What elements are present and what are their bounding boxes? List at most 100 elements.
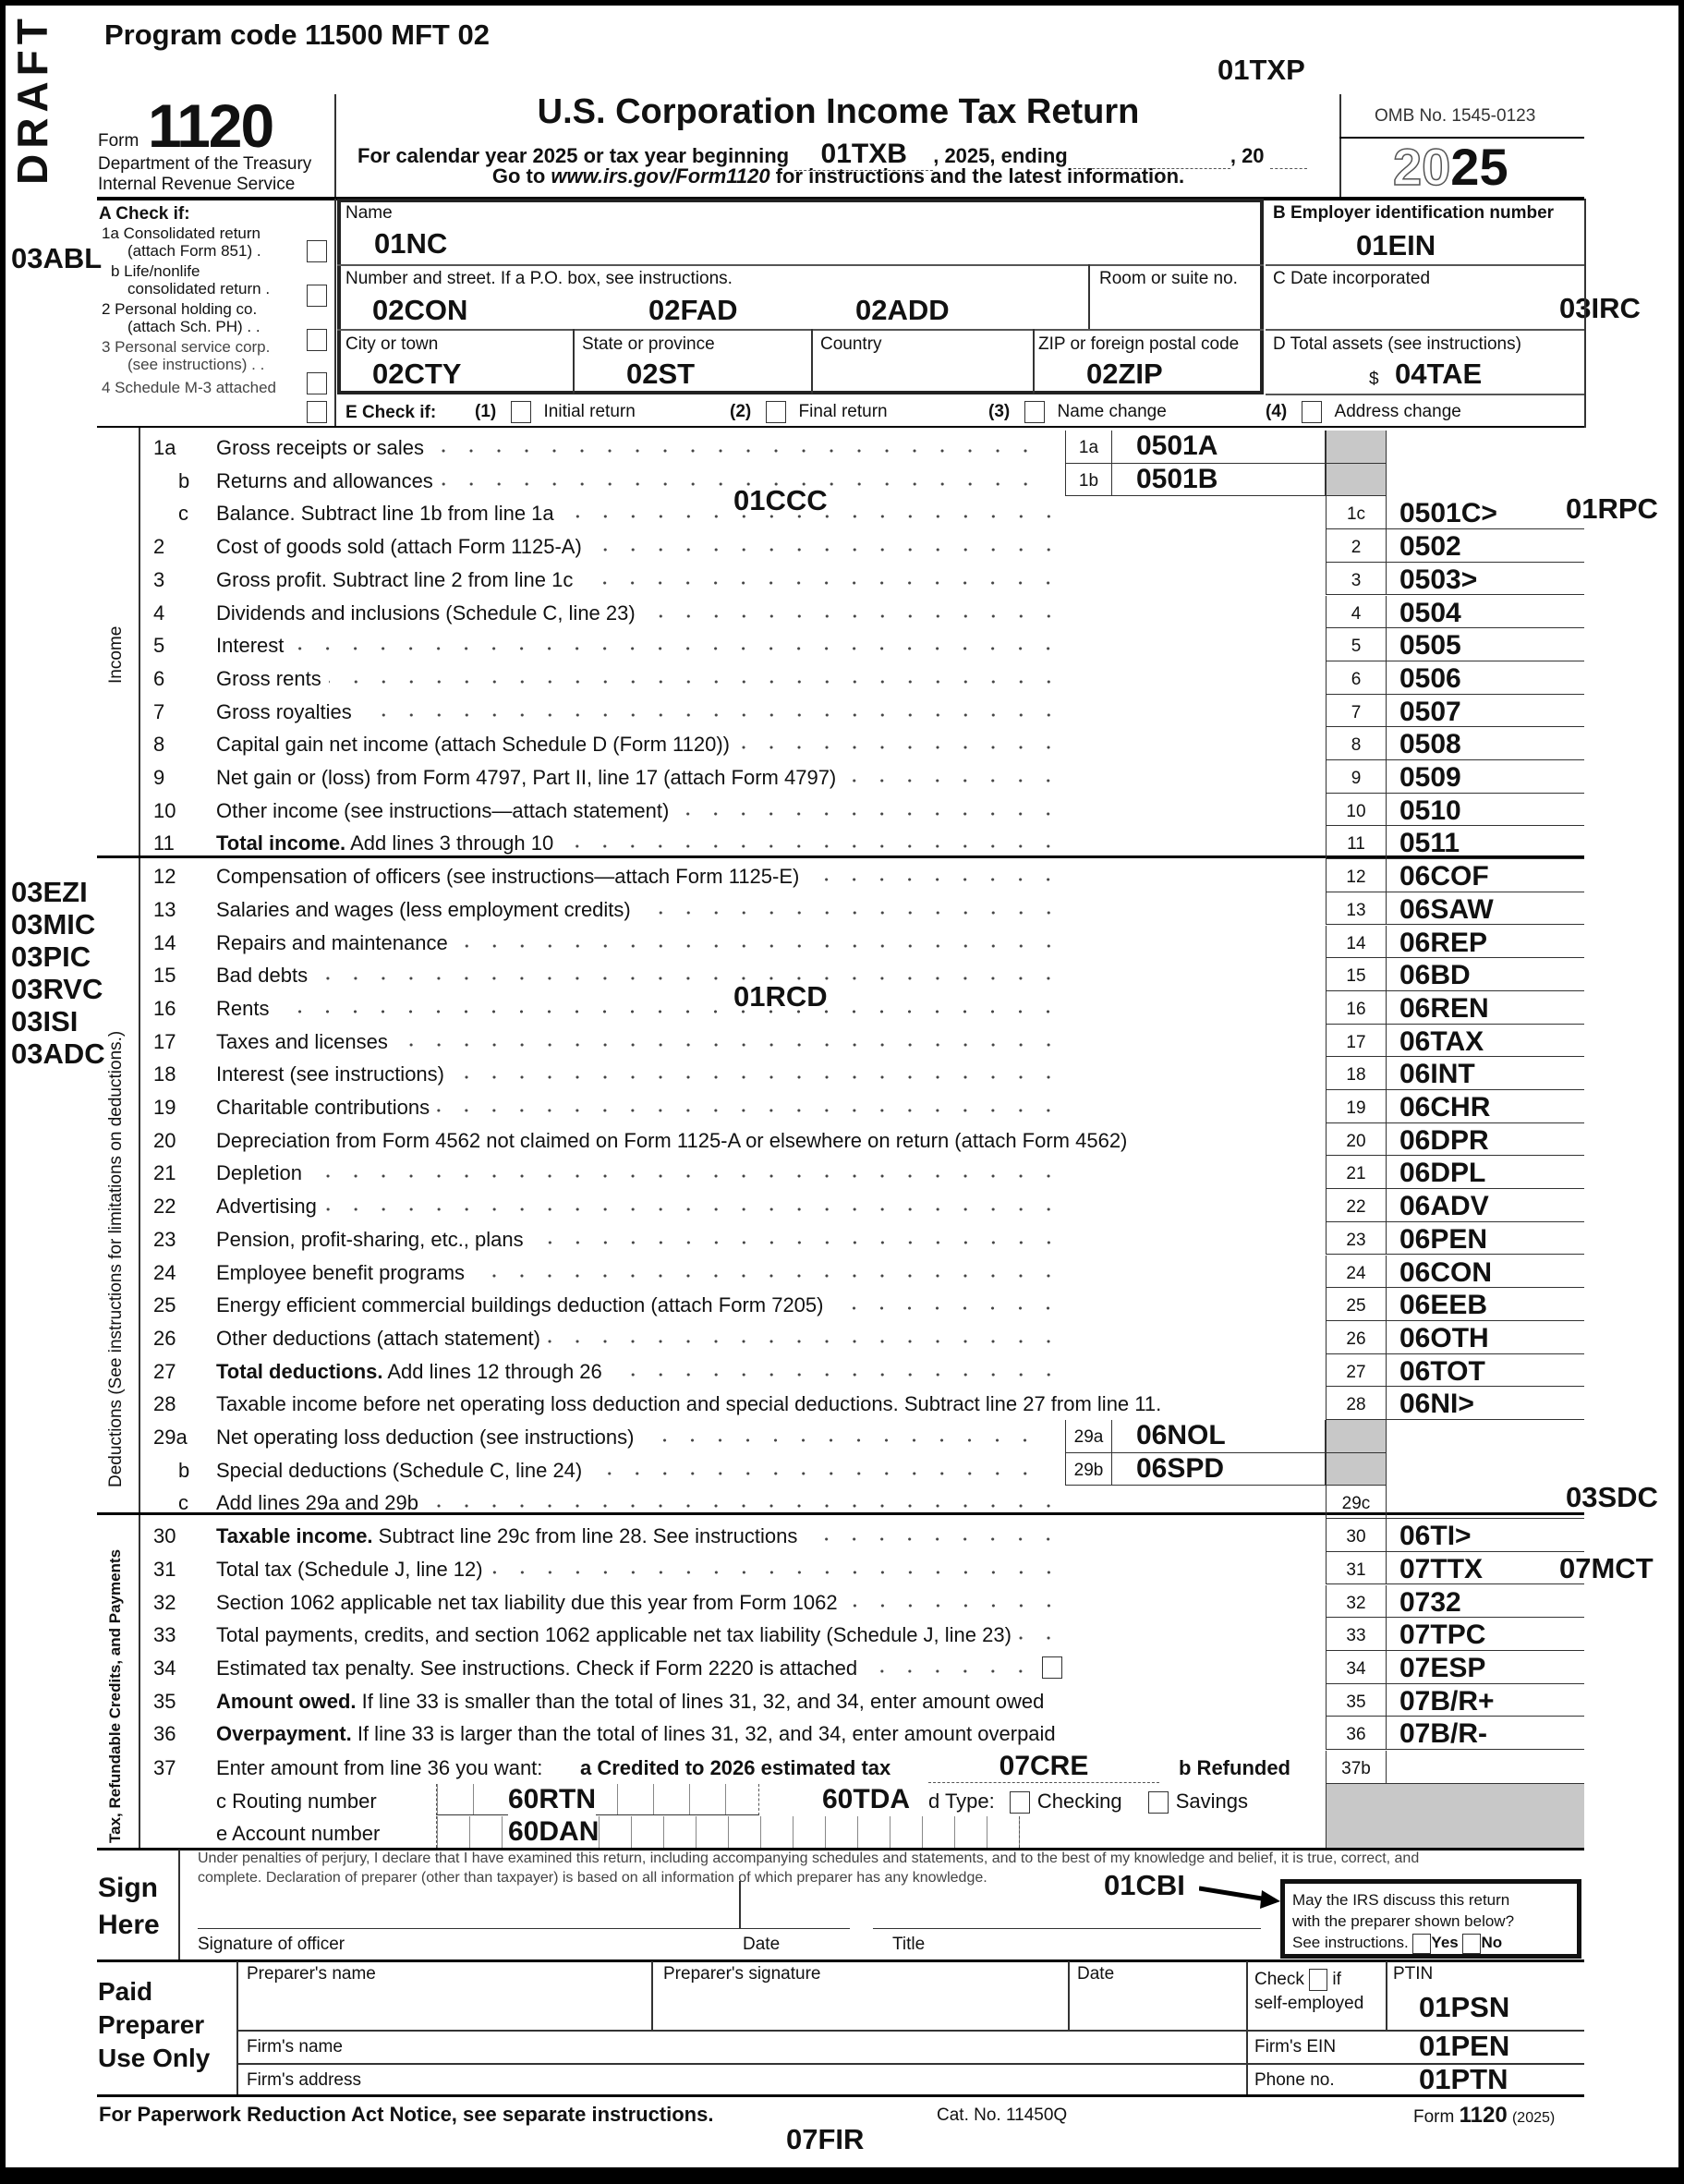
code-isi: 03ISI: [11, 1005, 79, 1037]
personal-holding-checkbox[interactable]: [307, 329, 327, 351]
amount-field[interactable]: 06CON: [1386, 1255, 1584, 1289]
form-2220-checkbox[interactable]: [1042, 1656, 1062, 1679]
amount-field[interactable]: 07TTX: [1386, 1551, 1584, 1585]
personal-service-checkbox[interactable]: [307, 372, 327, 394]
total-assets-field[interactable]: 04TAE: [1395, 358, 1483, 390]
credited-field[interactable]: 07CRE: [928, 1751, 1159, 1783]
amount-field[interactable]: 0510: [1386, 793, 1584, 827]
state-field[interactable]: 02ST: [626, 358, 696, 390]
irs-link[interactable]: www.irs.gov/Form1120: [551, 164, 770, 188]
amount-field[interactable]: 06TOT: [1386, 1353, 1584, 1388]
schedule-m3-checkbox[interactable]: [307, 401, 327, 423]
amount-field[interactable]: 06REN: [1386, 990, 1584, 1025]
if-label: if: [1332, 1970, 1341, 1989]
discuss-no-checkbox[interactable]: [1462, 1933, 1482, 1954]
check-e-final[interactable]: (2) Final return: [730, 401, 888, 423]
line-number-box: 7: [1326, 694, 1386, 728]
amount-field[interactable]: 06TAX: [1386, 1024, 1584, 1058]
amount-field[interactable]: 0505: [1386, 628, 1584, 661]
amount-field[interactable]: 06ADV: [1386, 1189, 1584, 1222]
check-e-address-change[interactable]: (4) Address change: [1266, 401, 1461, 423]
box-amount-field[interactable]: 06NOL: [1136, 1420, 1226, 1450]
amount-field[interactable]: 07B/R+: [1386, 1683, 1584, 1717]
amount-field[interactable]: 0504: [1386, 595, 1584, 629]
officer-signature-field[interactable]: [198, 1875, 850, 1929]
ein-field[interactable]: 01EIN: [1356, 229, 1436, 261]
amount-field[interactable]: 07TPC: [1386, 1618, 1584, 1651]
perjury-line-1: Under penalties of perjury, I declare th…: [198, 1850, 1420, 1866]
address-change-checkbox[interactable]: [1301, 401, 1322, 423]
amount-field[interactable]: 06NI>: [1386, 1387, 1584, 1420]
amount-field[interactable]: 06CHR: [1386, 1090, 1584, 1123]
routing-number-field[interactable]: 60RTN: [508, 1783, 597, 1815]
box-amount-field[interactable]: 06SPD: [1136, 1452, 1225, 1484]
dot-leader: [561, 831, 1062, 851]
line-number-box: 14: [1326, 925, 1386, 959]
phone-field[interactable]: 01PTN: [1419, 2063, 1508, 2095]
account-number-field[interactable]: 60DAN: [508, 1816, 600, 1849]
amount-field[interactable]: 0509: [1386, 760, 1584, 794]
amount-field[interactable]: 06SAW: [1386, 892, 1584, 926]
firm-ein-field[interactable]: 01PEN: [1419, 2030, 1510, 2062]
city-field[interactable]: 02CTY: [372, 358, 462, 390]
catalog-number: Cat. No. 11450Q: [937, 2105, 1068, 2125]
amount-field[interactable]: 06COF: [1386, 859, 1584, 892]
amount-field[interactable]: 06REP: [1386, 925, 1584, 959]
amount-field[interactable]: 0508: [1386, 727, 1584, 760]
amount-field[interactable]: 0511: [1386, 826, 1584, 860]
box-label: 29b: [1066, 1452, 1112, 1486]
amount-field[interactable]: 0506: [1386, 661, 1584, 695]
line-label-text: Advertising: [216, 1195, 317, 1219]
amount-field[interactable]: 06OTH: [1386, 1320, 1584, 1354]
line-label: Cost of goods sold (attach Form 1125-A): [216, 535, 1062, 559]
life-nonlife-checkbox[interactable]: [307, 285, 327, 307]
self-employed-label: self-employed: [1254, 1994, 1364, 2013]
amount-field[interactable]: 0732: [1386, 1584, 1584, 1619]
amount-field[interactable]: 06TI>: [1386, 1519, 1584, 1552]
amount-field[interactable]: 06DPR: [1386, 1122, 1584, 1157]
amount-field[interactable]: 0503>: [1386, 562, 1584, 596]
name-field[interactable]: 01NC: [374, 227, 448, 260]
date-incorporated-field[interactable]: 03IRC: [1559, 292, 1641, 324]
self-employed-checkbox[interactable]: [1309, 1968, 1328, 1991]
initial-return-checkbox[interactable]: [510, 401, 531, 423]
ptin-field[interactable]: 01PSN: [1419, 1991, 1510, 2023]
zip-field[interactable]: 02ZIP: [1086, 358, 1163, 390]
refunded-field[interactable]: [1386, 1750, 1584, 1784]
street-field-add[interactable]: 02ADD: [855, 294, 950, 326]
amount-field[interactable]: 06BD: [1386, 958, 1584, 991]
preparer-name-field[interactable]: [238, 1986, 649, 2028]
check-e-name-change[interactable]: (3) Name change: [988, 401, 1167, 423]
title-field[interactable]: [873, 1875, 1261, 1929]
amount-field[interactable]: 06PEN: [1386, 1221, 1584, 1256]
amount-field[interactable]: 06INT: [1386, 1057, 1584, 1090]
line-label: Taxable income. Subtract line 29c from l…: [216, 1524, 1062, 1548]
check-e-initial[interactable]: (1) Initial return: [475, 401, 636, 423]
draft-watermark: DRAFT: [8, 13, 56, 185]
amount-field[interactable]: 07ESP: [1386, 1650, 1584, 1684]
consolidated-checkbox[interactable]: [307, 240, 327, 262]
amount-field[interactable]: 07B/R-: [1386, 1717, 1584, 1750]
checking-checkbox[interactable]: [1009, 1790, 1030, 1814]
tax-year-end-year[interactable]: [1269, 144, 1307, 169]
line-label-text: Repairs and maintenance: [216, 930, 448, 954]
amount-field[interactable]: 0507: [1386, 694, 1584, 728]
savings-checkbox[interactable]: [1147, 1790, 1169, 1814]
amount-field[interactable]: 0502: [1386, 529, 1584, 563]
tax-year-begin[interactable]: 01TXB: [794, 139, 934, 171]
year-outline: 20: [1392, 137, 1451, 197]
name-change-checkbox[interactable]: [1024, 401, 1045, 423]
street-field-fad[interactable]: 02FAD: [648, 294, 738, 326]
preparer-signature-field[interactable]: [653, 1986, 1066, 2028]
discuss-yes-checkbox[interactable]: [1412, 1933, 1432, 1954]
amount-field[interactable]: 06EEB: [1386, 1288, 1584, 1321]
box-amount-field[interactable]: 0501B: [1136, 463, 1218, 494]
amount-field[interactable]: 0501C>: [1386, 496, 1584, 530]
street-field-con[interactable]: 02CON: [372, 294, 468, 326]
amount-field[interactable]: 06DPL: [1386, 1156, 1584, 1190]
line-number: 30: [153, 1524, 176, 1548]
final-return-checkbox[interactable]: [765, 401, 786, 423]
box-amount-field[interactable]: 0501A: [1136, 431, 1218, 461]
tax-year-end[interactable]: [1072, 144, 1230, 169]
amount-field[interactable]: [1386, 1486, 1584, 1520]
